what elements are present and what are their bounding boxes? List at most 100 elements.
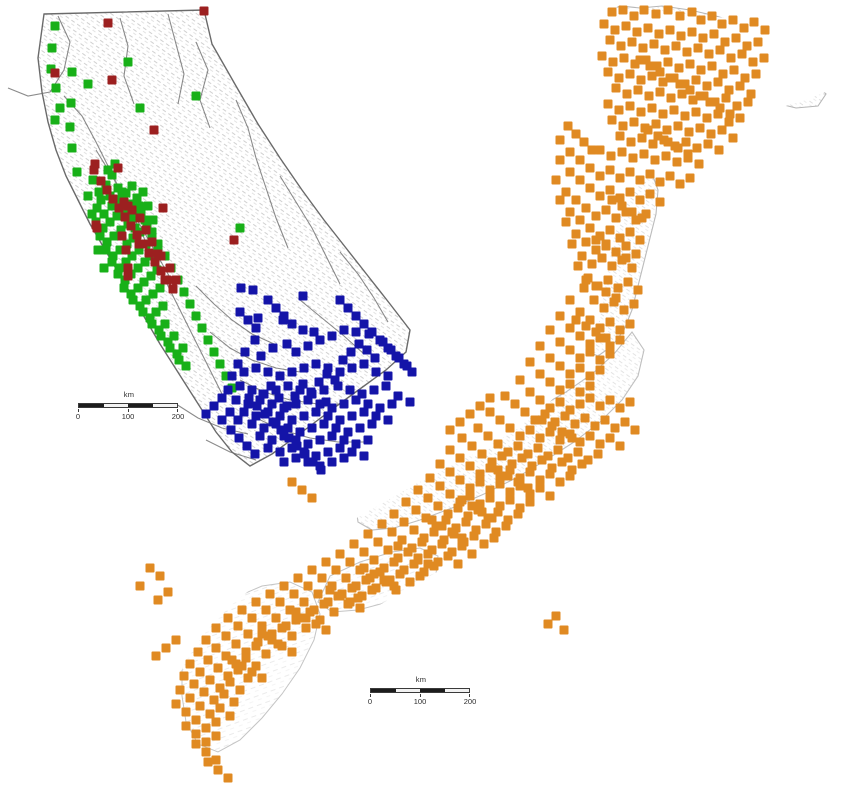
station-marker xyxy=(193,647,203,657)
station-marker xyxy=(620,417,630,427)
station-marker xyxy=(139,277,149,287)
station-marker xyxy=(303,395,313,405)
station-marker xyxy=(309,327,319,337)
station-marker xyxy=(694,159,704,169)
station-marker xyxy=(239,367,249,377)
station-marker xyxy=(135,103,145,113)
station-marker xyxy=(199,6,209,16)
station-marker xyxy=(728,15,738,25)
station-marker xyxy=(298,325,308,335)
station-marker xyxy=(391,351,401,361)
station-marker xyxy=(247,419,257,429)
station-marker xyxy=(255,431,265,441)
station-marker xyxy=(653,131,663,141)
station-marker xyxy=(83,79,93,89)
station-marker xyxy=(108,194,118,204)
station-marker xyxy=(684,127,694,137)
station-marker xyxy=(282,401,292,411)
station-marker xyxy=(343,427,353,437)
station-marker xyxy=(599,303,609,313)
station-marker xyxy=(217,393,227,403)
station-marker xyxy=(323,411,333,421)
station-marker xyxy=(151,307,161,317)
station-marker xyxy=(351,395,361,405)
station-marker xyxy=(369,555,379,565)
station-marker xyxy=(637,133,647,143)
station-marker xyxy=(346,347,356,357)
station-marker xyxy=(135,213,145,223)
station-marker xyxy=(563,121,573,131)
scalebar-segment xyxy=(103,404,128,407)
station-marker xyxy=(643,23,653,33)
station-marker xyxy=(369,385,379,395)
station-marker xyxy=(279,311,289,321)
station-marker xyxy=(555,135,565,145)
station-marker xyxy=(591,235,601,245)
station-marker xyxy=(345,597,355,607)
station-marker xyxy=(555,195,565,205)
station-marker xyxy=(618,121,628,131)
station-marker xyxy=(347,363,357,373)
station-marker xyxy=(87,209,97,219)
station-marker xyxy=(351,439,361,449)
station-marker xyxy=(329,607,339,617)
station-marker xyxy=(614,73,624,83)
station-marker xyxy=(619,53,629,63)
station-marker xyxy=(215,359,225,369)
station-marker xyxy=(693,43,703,53)
station-marker xyxy=(277,641,287,651)
station-marker xyxy=(151,651,161,661)
station-marker xyxy=(205,709,215,719)
station-marker xyxy=(237,605,247,615)
station-marker xyxy=(525,467,535,477)
station-marker xyxy=(625,187,635,197)
station-marker xyxy=(319,385,329,395)
station-marker xyxy=(201,723,211,733)
station-marker xyxy=(149,125,159,135)
station-marker xyxy=(92,223,102,233)
station-marker xyxy=(299,597,309,607)
station-marker xyxy=(625,167,635,177)
station-marker xyxy=(275,371,285,381)
station-marker xyxy=(174,355,184,365)
station-marker xyxy=(211,623,221,633)
station-marker xyxy=(729,65,739,75)
station-marker xyxy=(181,707,191,717)
station-marker xyxy=(651,9,661,19)
station-marker xyxy=(339,435,349,445)
station-marker xyxy=(632,27,642,37)
station-marker xyxy=(571,195,581,205)
station-marker xyxy=(585,431,595,441)
station-marker xyxy=(359,359,369,369)
station-marker xyxy=(445,425,455,435)
station-marker xyxy=(688,95,698,105)
station-marker xyxy=(405,397,415,407)
station-marker xyxy=(585,393,595,403)
station-marker xyxy=(88,175,98,185)
station-marker xyxy=(666,93,676,103)
station-marker xyxy=(573,447,583,457)
station-marker xyxy=(537,415,547,425)
station-marker xyxy=(155,571,165,581)
station-marker xyxy=(565,207,575,217)
station-marker xyxy=(201,409,211,419)
station-marker xyxy=(158,203,168,213)
station-marker xyxy=(625,319,635,329)
station-marker xyxy=(401,497,411,507)
station-marker xyxy=(185,299,195,309)
station-marker xyxy=(469,531,479,541)
station-marker xyxy=(335,295,345,305)
station-marker xyxy=(557,427,567,437)
station-marker xyxy=(127,205,137,215)
station-marker xyxy=(515,375,525,385)
station-marker xyxy=(268,343,278,353)
station-marker xyxy=(510,399,520,409)
scalebar-japan-unit: km xyxy=(415,675,427,684)
station-marker xyxy=(595,401,605,411)
station-marker xyxy=(236,283,246,293)
station-marker xyxy=(555,477,565,487)
station-marker xyxy=(247,613,257,623)
station-marker xyxy=(732,101,742,111)
station-marker xyxy=(370,353,380,363)
